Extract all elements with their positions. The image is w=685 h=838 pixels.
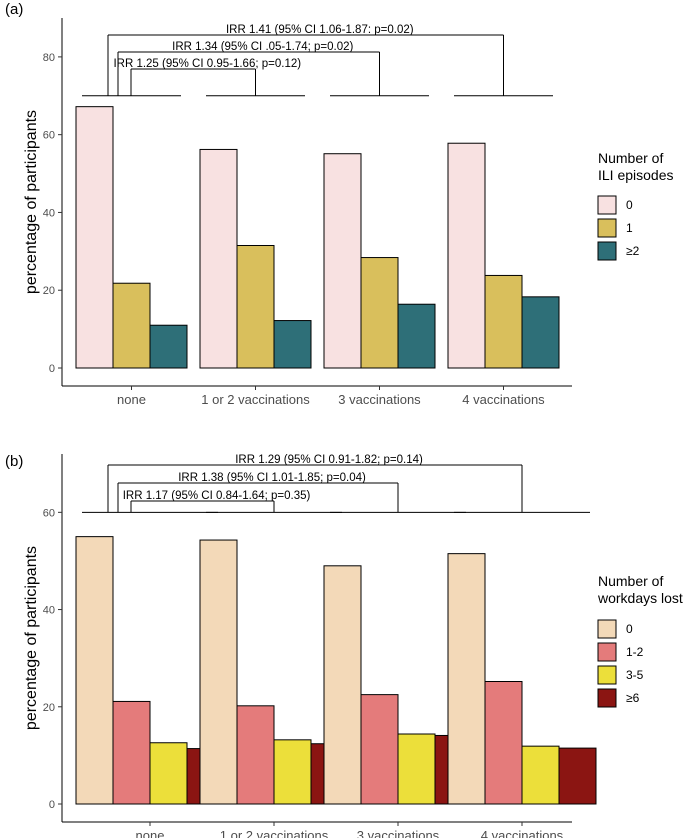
panel-a-bar (521, 296, 560, 369)
panel-a-legend-label: ≥2 (626, 244, 640, 258)
panel-b-x-tick-label: 1 or 2 vaccinations (220, 828, 329, 838)
panel-a-bar (397, 303, 436, 369)
panel-b-bar (236, 705, 275, 805)
panel-a-bar (75, 106, 114, 369)
panel-b-y-tick-label: 60 (43, 507, 55, 519)
panel-a-legend-swatch (597, 218, 617, 238)
panel-b-y-tick-label: 0 (49, 799, 55, 811)
panel-b-comparison-label: IRR 1.17 (95% CI 0.84-1.64; p=0.35) (123, 490, 311, 502)
panel-a-bar (149, 324, 188, 369)
panel-b-legend-label: 3-5 (626, 668, 644, 682)
panel-b-legend-label: 0 (626, 622, 633, 636)
panel-a-legend-label: 0 (626, 198, 633, 212)
panel-a-y-axis-title: percentage of participants (23, 110, 40, 294)
panel-b-legend-title: Number of (598, 573, 663, 589)
panel-a-y-tick-label: 40 (43, 207, 55, 219)
panel-b-bar (75, 536, 114, 805)
panel-b-x-tick-label: none (136, 828, 165, 838)
panel-a-bar (484, 274, 523, 369)
panel-a-y-tick-label: 20 (43, 285, 55, 297)
panel-b-bar (112, 700, 151, 805)
panel-b-bar (273, 739, 312, 805)
panel-b-legend-label: ≥6 (626, 691, 640, 705)
panel-a-legend-title: ILI episodes (598, 167, 674, 183)
panel-b-label: (b) (5, 453, 23, 470)
panel-b-y-tick-label: 40 (43, 605, 55, 617)
panel-a-comparison-label: IRR 1.34 (95% CI .05-1.74; p=0.02) (172, 41, 353, 53)
panel-a-x-tick-label: 4 vaccinations (462, 392, 545, 407)
panel-b-bar (199, 539, 238, 805)
panel-a-bar (323, 153, 362, 369)
panel-b-legend-swatch (597, 688, 617, 708)
panel-b-comparison-label: IRR 1.29 (95% CI 0.91-1.82; p=0.14) (235, 454, 423, 466)
panel-a-bar (447, 142, 486, 369)
panel-a-legend-title: Number of (598, 150, 663, 166)
panel-b-bar (484, 681, 523, 805)
panel-a-comparison-label: IRR 1.41 (95% CI 1.06-1.87: p=0.02) (226, 24, 414, 36)
chart-panel-a: (a) 0 20 40 60 80 percentage of participants no… (5, 1, 674, 407)
chart-panel-b: (b) 0 20 40 60 percentage of participants none… (5, 453, 683, 838)
panel-b-bar (521, 745, 560, 805)
panel-a-comparison-label: IRR 1.25 (95% CI 0.95-1.66; p=0.12) (113, 58, 301, 70)
panel-a-y-tick-label: 80 (43, 52, 55, 64)
panel-b-comparison-label: IRR 1.38 (95% CI 1.01-1.85; p=0.04) (178, 472, 366, 484)
panel-a-x-tick-label: none (117, 392, 146, 407)
panel-a-bar (199, 148, 238, 369)
panel-b-bar (447, 553, 486, 805)
panel-a-bar (273, 320, 312, 369)
panel-b-legend-swatch (597, 619, 617, 639)
panel-b-y-tick-label: 20 (43, 702, 55, 714)
panel-b-legend-title: workdays lost (597, 590, 683, 606)
panel-a-legend-label: 1 (626, 221, 633, 235)
panel-a-legend-swatch (597, 241, 617, 261)
panel-b-legend-swatch (597, 642, 617, 662)
panel-a-x-tick-label: 3 vaccinations (338, 392, 421, 407)
panel-b-bar (323, 565, 362, 805)
panel-b-bar (397, 733, 436, 805)
panel-b-legend-swatch (597, 665, 617, 685)
panel-a-legend-swatch (597, 195, 617, 215)
panel-b-legend-label: 1-2 (626, 645, 644, 659)
panel-a-bar (360, 257, 399, 369)
panel-b-bar (149, 742, 188, 805)
panel-a-y-tick-label: 60 (43, 130, 55, 142)
panel-a-y-tick-label: 0 (49, 363, 55, 375)
panel-b-bar (360, 694, 399, 805)
panel-b-x-tick-label: 3 vaccinations (357, 828, 440, 838)
panel-b-y-axis-title: percentage of participants (23, 546, 40, 730)
panel-a-x-tick-label: 1 or 2 vaccinations (201, 392, 310, 407)
panel-a-bar (112, 282, 151, 369)
panel-b-x-tick-label: 4 vaccinations (481, 828, 564, 838)
panel-b-bar (558, 747, 597, 805)
panel-a-bar (236, 245, 275, 369)
panel-a-label: (a) (5, 1, 23, 18)
